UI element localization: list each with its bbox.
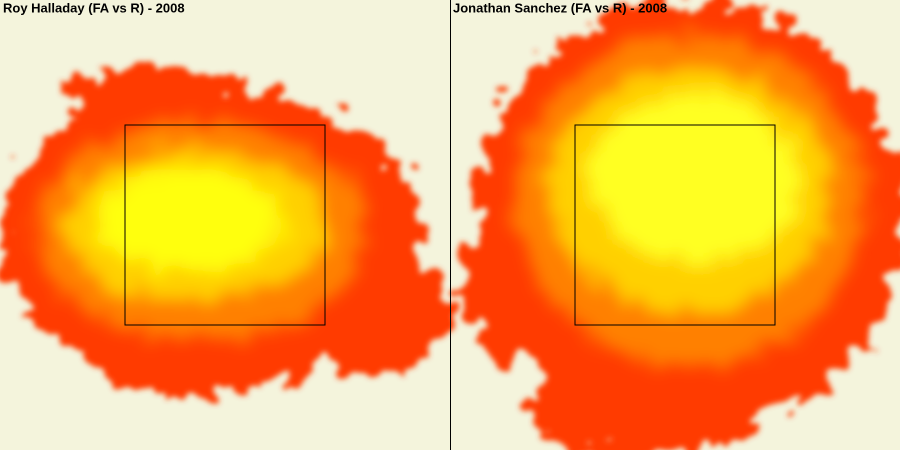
left-heatmap <box>0 65 450 395</box>
strike-zone <box>124 124 326 326</box>
panel-title: Roy Halladay (FA vs R) - 2008 <box>3 0 185 15</box>
strike-zone <box>574 124 776 326</box>
right-heatmap <box>460 0 900 450</box>
panel-title: Jonathan Sanchez (FA vs R) - 2008 <box>453 0 667 15</box>
